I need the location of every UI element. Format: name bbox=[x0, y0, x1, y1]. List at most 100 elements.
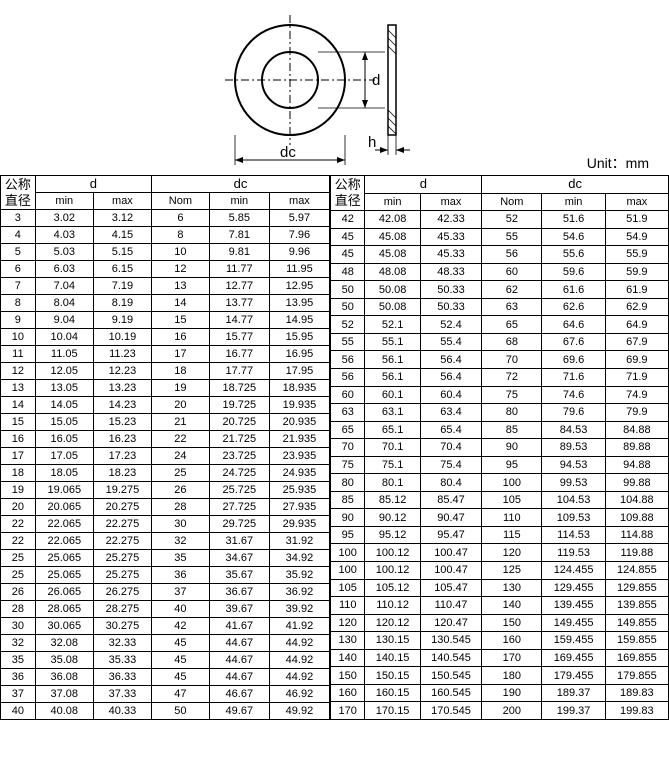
hdr-nominal: 公称 直径 bbox=[1, 176, 36, 210]
table-cell: 36.67 bbox=[209, 584, 269, 601]
table-row: 88.048.191413.7713.95 bbox=[1, 295, 330, 312]
table-cell: 190 bbox=[482, 684, 542, 702]
table-cell: 9.81 bbox=[209, 244, 269, 261]
table-cell: 61.6 bbox=[542, 281, 605, 299]
table-cell: 150 bbox=[482, 614, 542, 632]
table-cell: 16.23 bbox=[93, 431, 151, 448]
table-cell: 84.88 bbox=[605, 421, 668, 439]
table-cell: 50 bbox=[331, 298, 365, 316]
table-row: 3232.0832.334544.6744.92 bbox=[1, 635, 330, 652]
hdr-min: min bbox=[209, 193, 269, 210]
table-cell: 109.88 bbox=[605, 509, 668, 527]
table-cell: 80.1 bbox=[365, 474, 420, 492]
table-cell: 100.12 bbox=[365, 562, 420, 580]
table-cell: 4.15 bbox=[93, 227, 151, 244]
table-cell: 46.67 bbox=[209, 686, 269, 703]
table-cell: 45 bbox=[152, 635, 210, 652]
table-cell: 56.4 bbox=[420, 351, 481, 369]
table-row: 1717.0517.232423.72523.935 bbox=[1, 448, 330, 465]
table-cell: 19.725 bbox=[209, 397, 269, 414]
table-cell: 45.33 bbox=[420, 246, 481, 264]
table-cell: 8.19 bbox=[93, 295, 151, 312]
table-cell: 149.455 bbox=[542, 614, 605, 632]
table-cell: 85 bbox=[331, 491, 365, 509]
table-cell: 70 bbox=[482, 351, 542, 369]
table-cell: 160 bbox=[482, 632, 542, 650]
table-cell: 160.545 bbox=[420, 684, 481, 702]
table-cell: 99.88 bbox=[605, 474, 668, 492]
table-cell: 10 bbox=[152, 244, 210, 261]
table-cell: 52.1 bbox=[365, 316, 420, 334]
table-cell: 44.67 bbox=[209, 652, 269, 669]
table-cell: 100.47 bbox=[420, 562, 481, 580]
table-cell: 25.065 bbox=[35, 550, 93, 567]
table-cell: 6.15 bbox=[93, 261, 151, 278]
table-cell: 41.92 bbox=[269, 618, 329, 635]
table-cell: 40.33 bbox=[93, 703, 151, 720]
table-cell: 124.855 bbox=[605, 562, 668, 580]
table-cell: 20.725 bbox=[209, 414, 269, 431]
table-cell: 18 bbox=[152, 363, 210, 380]
hdr-dc: dc bbox=[152, 176, 330, 193]
hdr-min: min bbox=[542, 193, 605, 211]
table-cell: 19.065 bbox=[35, 482, 93, 499]
table-cell: 69.6 bbox=[542, 351, 605, 369]
hdr-nominal: 公称 直径 bbox=[331, 176, 365, 211]
table-cell: 25 bbox=[152, 465, 210, 482]
table-row: 2525.06525.2753635.6735.92 bbox=[1, 567, 330, 584]
table-cell: 74.9 bbox=[605, 386, 668, 404]
table-cell: 20 bbox=[1, 499, 36, 516]
table-cell: 10.19 bbox=[93, 329, 151, 346]
table-cell: 50.33 bbox=[420, 298, 481, 316]
table-row: 120120.12120.47150149.455149.855 bbox=[331, 614, 669, 632]
table-cell: 42 bbox=[331, 211, 365, 229]
table-cell: 16 bbox=[1, 431, 36, 448]
table-cell: 200 bbox=[482, 702, 542, 720]
table-row: 2222.06522.2753231.6731.92 bbox=[1, 533, 330, 550]
table-cell: 31.92 bbox=[269, 533, 329, 550]
table-cell: 44.92 bbox=[269, 669, 329, 686]
table-cell: 30 bbox=[152, 516, 210, 533]
table-cell: 32 bbox=[152, 533, 210, 550]
table-cell: 75 bbox=[482, 386, 542, 404]
table-cell: 70.4 bbox=[420, 439, 481, 457]
table-row: 140140.15140.545170169.455169.855 bbox=[331, 649, 669, 667]
table-cell: 48 bbox=[331, 263, 365, 281]
table-cell: 52 bbox=[331, 316, 365, 334]
table-cell: 64.9 bbox=[605, 316, 668, 334]
table-cell: 129.855 bbox=[605, 579, 668, 597]
table-row: 8585.1285.47105104.53104.88 bbox=[331, 491, 669, 509]
table-cell: 35.08 bbox=[35, 652, 93, 669]
table-cell: 75.4 bbox=[420, 456, 481, 474]
table-row: 160160.15160.545190189.37189.83 bbox=[331, 684, 669, 702]
table-cell: 70 bbox=[331, 439, 365, 457]
table-cell: 13.05 bbox=[35, 380, 93, 397]
table-cell: 130.15 bbox=[365, 632, 420, 650]
table-cell: 8 bbox=[152, 227, 210, 244]
table-cell: 49.92 bbox=[269, 703, 329, 720]
table-cell: 7.19 bbox=[93, 278, 151, 295]
table-cell: 80 bbox=[482, 404, 542, 422]
table-cell: 49.67 bbox=[209, 703, 269, 720]
table-cell: 11 bbox=[1, 346, 36, 363]
table-cell: 15.05 bbox=[35, 414, 93, 431]
table-row: 5050.0850.336362.662.9 bbox=[331, 298, 669, 316]
table-cell: 22 bbox=[1, 533, 36, 550]
table-cell: 42.08 bbox=[365, 211, 420, 229]
table-cell: 150.15 bbox=[365, 667, 420, 685]
table-row: 33.023.1265.855.97 bbox=[1, 210, 330, 227]
table-cell: 22 bbox=[1, 516, 36, 533]
table-cell: 65.4 bbox=[420, 421, 481, 439]
table-cell: 199.83 bbox=[605, 702, 668, 720]
table-cell: 55 bbox=[482, 228, 542, 246]
table-cell: 120 bbox=[331, 614, 365, 632]
table-cell: 11.77 bbox=[209, 261, 269, 278]
table-cell: 189.37 bbox=[542, 684, 605, 702]
table-cell: 130 bbox=[482, 579, 542, 597]
table-cell: 26.065 bbox=[35, 584, 93, 601]
table-row: 1010.0410.191615.7715.95 bbox=[1, 329, 330, 346]
table-cell: 120 bbox=[482, 544, 542, 562]
unit-label: Unit：mm bbox=[587, 153, 649, 173]
table-cell: 55.1 bbox=[365, 333, 420, 351]
table-row: 4040.0840.335049.6749.92 bbox=[1, 703, 330, 720]
